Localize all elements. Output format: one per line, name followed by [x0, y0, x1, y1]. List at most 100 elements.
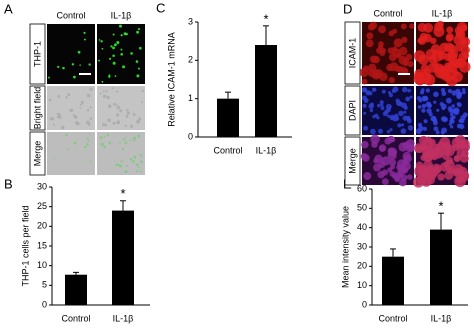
y-tick-label: 10	[357, 280, 367, 290]
cell	[83, 145, 87, 149]
cell	[381, 156, 391, 166]
cell	[457, 102, 462, 108]
cell	[129, 139, 132, 141]
cell	[73, 75, 76, 79]
cell	[106, 95, 110, 100]
cell	[89, 106, 92, 109]
cell	[431, 50, 444, 62]
cell	[386, 129, 391, 134]
cell	[433, 126, 439, 132]
cell	[453, 164, 464, 175]
y-tick-label: 5	[42, 280, 47, 290]
cell	[124, 124, 127, 127]
cell	[133, 155, 137, 159]
cell	[112, 33, 115, 36]
cell	[381, 89, 386, 94]
cell	[394, 177, 400, 183]
cell	[387, 167, 393, 173]
cell	[135, 163, 139, 167]
cell	[440, 130, 445, 135]
cell	[363, 111, 367, 115]
y-tick-label: 2	[188, 55, 193, 65]
cell	[453, 109, 460, 116]
column-header: Control	[373, 8, 402, 18]
cell	[138, 166, 140, 169]
panel-label: B	[4, 176, 13, 191]
cell	[433, 100, 437, 104]
cell	[437, 141, 445, 149]
cell	[86, 143, 89, 146]
cell	[360, 152, 368, 160]
cell	[388, 30, 395, 37]
cell	[130, 52, 133, 55]
y-tick-label: 1	[188, 93, 193, 103]
cell	[454, 175, 466, 188]
cell	[108, 57, 112, 60]
cell	[421, 108, 426, 113]
cell	[67, 93, 71, 97]
panel-label: C	[156, 0, 165, 15]
cell	[436, 108, 440, 112]
cell	[116, 41, 120, 45]
cell	[123, 32, 127, 36]
cell	[119, 142, 121, 144]
y-tick-label: 60	[357, 183, 367, 193]
cell	[462, 112, 468, 118]
cell	[406, 174, 413, 180]
cell	[83, 31, 86, 34]
cell	[448, 108, 453, 113]
cell	[116, 105, 121, 110]
cell	[451, 104, 455, 108]
cell	[444, 170, 454, 180]
cell	[425, 88, 430, 93]
row-label: Merge	[32, 141, 42, 167]
cell	[402, 68, 409, 75]
cell	[396, 100, 402, 107]
cell	[89, 160, 92, 163]
cell	[126, 108, 129, 112]
x-tick-label: Control	[61, 313, 90, 323]
cell	[384, 137, 392, 145]
y-tick-label: 50	[357, 203, 367, 213]
cell	[139, 154, 143, 157]
cell	[117, 121, 120, 125]
cell	[118, 164, 121, 167]
row-label: Bright field	[32, 87, 42, 130]
cell	[385, 103, 392, 110]
cell	[119, 109, 123, 113]
cell	[449, 118, 455, 125]
cell	[432, 61, 439, 68]
cell	[402, 158, 408, 164]
y-tick-label: 15	[37, 240, 47, 250]
cell	[60, 125, 65, 130]
cell	[384, 109, 389, 114]
cell	[461, 88, 466, 92]
cell	[366, 90, 370, 95]
cell	[442, 116, 448, 123]
cell	[391, 88, 396, 94]
row-label-box	[344, 21, 361, 85]
cell	[135, 60, 139, 63]
cell	[397, 165, 407, 175]
cell	[440, 87, 446, 93]
cell	[453, 155, 460, 162]
cell	[101, 123, 106, 127]
bar	[217, 98, 239, 137]
y-tick-label: 40	[357, 222, 367, 232]
column-header: IL-1β	[432, 8, 453, 18]
cell	[393, 38, 403, 48]
cell	[140, 160, 143, 164]
cell	[129, 124, 134, 128]
y-tick-label: 30	[37, 181, 47, 191]
cell	[57, 94, 61, 98]
cell	[421, 88, 425, 92]
cell	[131, 160, 135, 163]
cell	[388, 92, 393, 98]
cell	[119, 24, 123, 28]
cell	[428, 138, 436, 147]
row-label: ICAM-1	[347, 38, 357, 69]
cell	[58, 113, 61, 116]
cell	[113, 43, 117, 47]
cell	[459, 119, 463, 123]
cell	[403, 105, 408, 110]
